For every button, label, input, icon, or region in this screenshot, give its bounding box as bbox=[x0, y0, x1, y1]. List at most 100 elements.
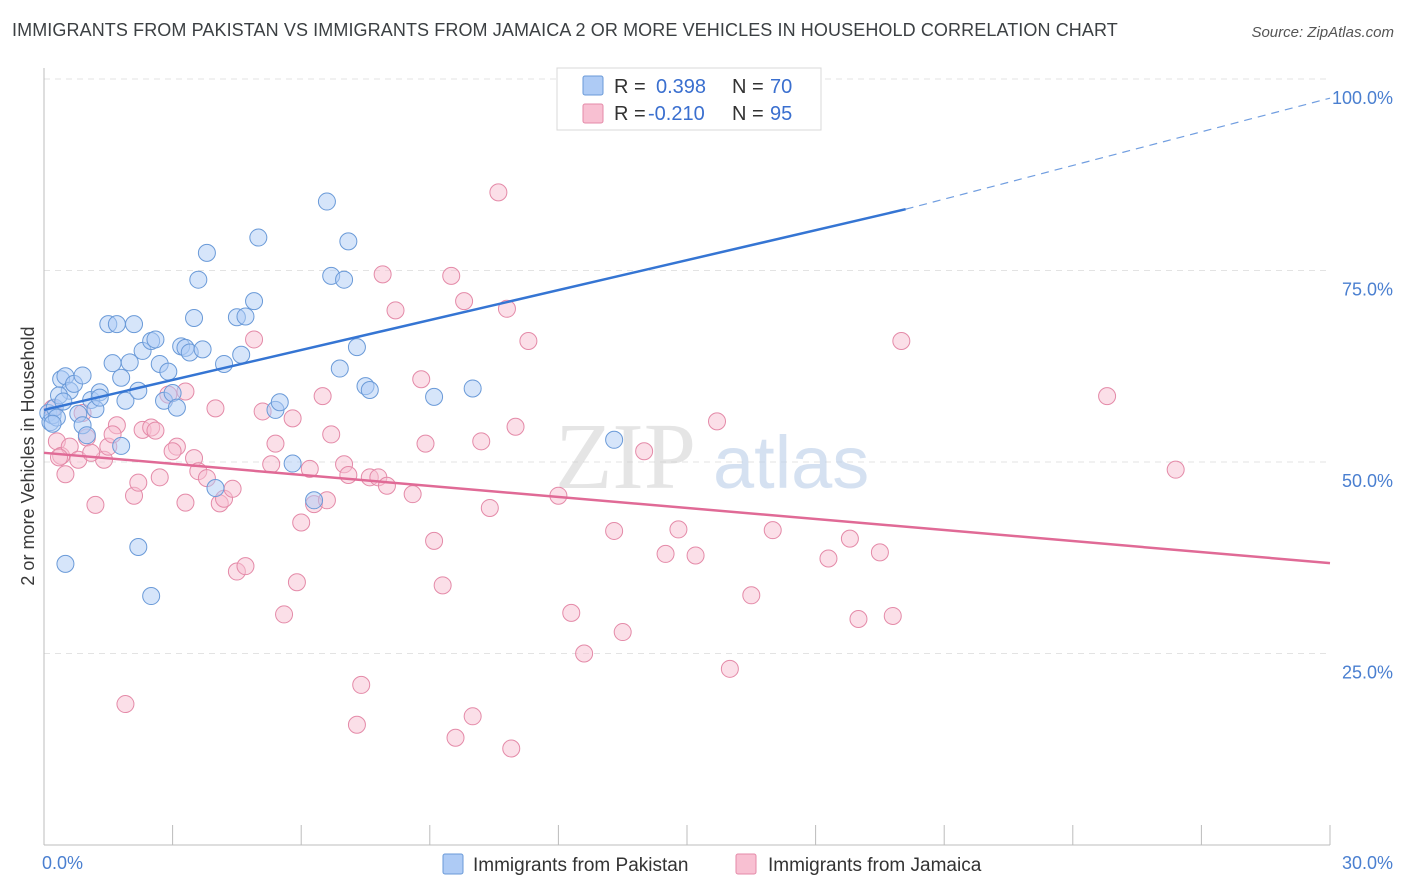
bottom-legend: Immigrants from Pakistan Immigrants from… bbox=[442, 853, 982, 876]
data-point-jamaica bbox=[605, 521, 624, 540]
tick-labels: 25.0% 50.0% 75.0% 100.0% 0.0% 30.0% bbox=[42, 88, 1393, 873]
data-point-pakistan bbox=[193, 340, 212, 359]
data-point-pakistan bbox=[605, 430, 624, 449]
trend-line-pakistan-extension bbox=[905, 97, 1331, 210]
data-point-jamaica bbox=[840, 529, 859, 548]
data-point-jamaica bbox=[1166, 460, 1185, 479]
data-point-pakistan bbox=[339, 232, 358, 251]
data-point-jamaica bbox=[313, 387, 332, 406]
data-point-jamaica bbox=[502, 739, 521, 758]
data-point-pakistan bbox=[189, 270, 208, 289]
data-point-jamaica bbox=[708, 412, 727, 431]
data-point-jamaica bbox=[742, 586, 761, 605]
bottom-legend-swatch-jamaica bbox=[735, 853, 757, 875]
data-point-jamaica bbox=[455, 292, 474, 311]
data-point-jamaica bbox=[720, 659, 739, 678]
data-point-pakistan bbox=[185, 308, 204, 327]
legend-r-value: -0.210 bbox=[648, 103, 705, 125]
watermark: ZIP atlas bbox=[555, 405, 869, 509]
legend-r-label: R = bbox=[614, 103, 646, 125]
legend-r-label: R = bbox=[614, 76, 646, 98]
data-point-jamaica bbox=[472, 432, 491, 451]
data-point-pakistan bbox=[197, 243, 216, 262]
data-point-jamaica bbox=[236, 557, 255, 576]
data-point-pakistan bbox=[129, 538, 148, 557]
data-point-pakistan bbox=[112, 436, 131, 455]
data-point-pakistan bbox=[283, 454, 302, 473]
data-point-jamaica bbox=[446, 728, 465, 747]
data-point-jamaica bbox=[416, 434, 435, 453]
data-point-jamaica bbox=[433, 576, 452, 595]
data-point-jamaica bbox=[425, 531, 444, 550]
legend-r-value: 0.398 bbox=[656, 76, 706, 98]
data-point-jamaica bbox=[403, 485, 422, 504]
x-tick-label: 30.0% bbox=[1342, 853, 1393, 873]
data-point-jamaica bbox=[669, 520, 688, 539]
data-point-pakistan bbox=[236, 307, 255, 326]
y-axis-label: 2 or more Vehicles in Household bbox=[18, 326, 38, 585]
data-point-pakistan bbox=[142, 587, 161, 606]
legend-n-label: N = bbox=[732, 76, 764, 98]
data-point-pakistan bbox=[146, 330, 165, 349]
data-point-jamaica bbox=[386, 301, 405, 320]
legend-n-value: 95 bbox=[770, 103, 792, 125]
trend-line-pakistan bbox=[43, 208, 906, 412]
data-point-jamaica bbox=[150, 468, 169, 487]
watermark-zip: ZIP bbox=[555, 405, 696, 509]
data-point-pakistan bbox=[112, 368, 131, 387]
data-point-pakistan bbox=[56, 554, 75, 573]
data-point-jamaica bbox=[292, 513, 311, 532]
data-point-jamaica bbox=[223, 479, 242, 498]
data-point-jamaica bbox=[116, 695, 135, 714]
data-point-pakistan bbox=[206, 479, 225, 498]
legend-swatch-jamaica bbox=[582, 103, 604, 124]
x-tick-label: 0.0% bbox=[42, 853, 83, 873]
data-point-jamaica bbox=[519, 331, 538, 350]
legend-swatch-pakistan bbox=[582, 75, 604, 96]
data-point-jamaica bbox=[245, 330, 264, 349]
data-point-jamaica bbox=[686, 546, 705, 565]
bottom-legend-jamaica: Immigrants from Jamaica bbox=[768, 855, 982, 876]
data-point-jamaica bbox=[892, 331, 911, 350]
data-point-jamaica bbox=[339, 466, 358, 485]
data-point-pakistan bbox=[270, 393, 289, 412]
data-point-pakistan bbox=[120, 353, 139, 372]
data-point-pakistan bbox=[330, 359, 349, 378]
data-point-jamaica bbox=[129, 473, 148, 492]
data-point-pakistan bbox=[249, 228, 268, 247]
legend-n-value: 70 bbox=[770, 76, 792, 98]
data-point-jamaica bbox=[562, 603, 581, 622]
data-point-jamaica bbox=[377, 476, 396, 495]
grid-lines bbox=[44, 78, 1330, 654]
data-point-jamaica bbox=[883, 606, 902, 625]
data-point-jamaica bbox=[412, 370, 431, 389]
data-point-jamaica bbox=[613, 623, 632, 642]
data-point-jamaica bbox=[497, 299, 516, 318]
data-point-jamaica bbox=[287, 573, 306, 592]
data-point-jamaica bbox=[463, 707, 482, 726]
data-point-jamaica bbox=[86, 495, 105, 514]
legend-n-label: N = bbox=[732, 103, 764, 125]
source-label: Source: ZipAtlas.com bbox=[1251, 24, 1394, 41]
y-tick-label: 100.0% bbox=[1332, 88, 1393, 108]
data-point-jamaica bbox=[870, 543, 889, 562]
data-point-pakistan bbox=[347, 338, 366, 357]
data-point-jamaica bbox=[322, 425, 341, 444]
data-point-jamaica bbox=[146, 421, 165, 440]
data-point-jamaica bbox=[480, 498, 499, 517]
data-point-jamaica bbox=[819, 549, 838, 568]
data-point-jamaica bbox=[206, 399, 225, 418]
data-point-jamaica bbox=[506, 417, 525, 436]
data-point-pakistan bbox=[317, 192, 336, 211]
data-point-pakistan bbox=[159, 362, 178, 381]
data-point-jamaica bbox=[275, 605, 294, 624]
data-point-jamaica bbox=[266, 434, 285, 453]
data-point-jamaica bbox=[300, 459, 319, 478]
trend-line-jamaica bbox=[43, 451, 1331, 565]
y-tick-label: 50.0% bbox=[1342, 471, 1393, 491]
data-point-jamaica bbox=[352, 675, 371, 694]
data-point-pakistan bbox=[43, 414, 62, 433]
data-point-pakistan bbox=[125, 315, 144, 334]
data-point-pakistan bbox=[335, 270, 354, 289]
